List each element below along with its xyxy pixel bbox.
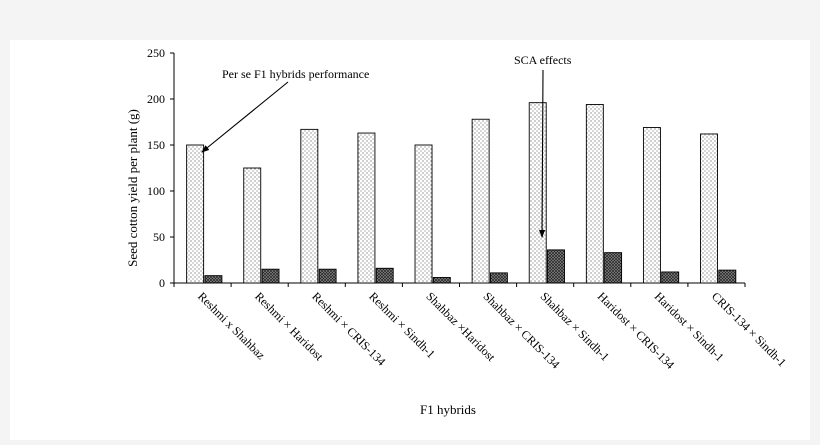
annotation-perse-arrow (201, 81, 289, 153)
bar-per-se-performance (471, 118, 490, 284)
y-axis-label: Seed cotton yield per plant (g) (125, 109, 140, 267)
bars (186, 102, 737, 284)
bar-per-se-performance (528, 102, 547, 284)
y-tick-label: 100 (147, 184, 165, 198)
bar-sca-effect (547, 249, 565, 284)
y-tick-label: 200 (147, 92, 165, 106)
bar-per-se-performance (414, 144, 433, 284)
bar-per-se-performance (300, 128, 319, 284)
y-tick-label: 250 (147, 46, 165, 60)
bar-sca-effect (261, 268, 280, 284)
bar-per-se-performance (357, 132, 376, 284)
y-tick-label: 150 (147, 138, 165, 152)
bar-per-se-performance (642, 127, 661, 284)
bar-sca-effect (375, 267, 394, 284)
bar-sca-effect (489, 272, 508, 284)
bar-sca-effect (604, 252, 623, 284)
bar-per-se-performance (700, 133, 718, 284)
bar-sca-effect (432, 277, 451, 284)
x-axis-label: F1 hybrids (420, 402, 476, 417)
bar-sca-effect (204, 275, 223, 284)
bar-sca-effect (718, 269, 737, 284)
y-axis: 0 50 100 150 200 250 (147, 46, 175, 290)
annotations: Per se F1 hybrids performance SCA effect… (201, 53, 572, 238)
x-axis (173, 282, 746, 287)
chart-figure: 0 50 100 150 200 250 Reshmi x Shahbaz Reshmi ×… (10, 40, 810, 440)
bar-per-se-performance (186, 144, 205, 284)
bar-per-se-performance (243, 167, 262, 284)
bar-sca-effect (318, 268, 337, 284)
bar-sca-effect (661, 271, 680, 284)
annotation-sca: SCA effects (514, 53, 572, 67)
y-tick-label: 50 (153, 230, 165, 244)
bar-per-se-performance (585, 104, 604, 284)
annotation-perse: Per se F1 hybrids performance (222, 67, 369, 81)
y-tick-label: 0 (159, 276, 165, 290)
annotation-sca-arrow (539, 69, 546, 238)
